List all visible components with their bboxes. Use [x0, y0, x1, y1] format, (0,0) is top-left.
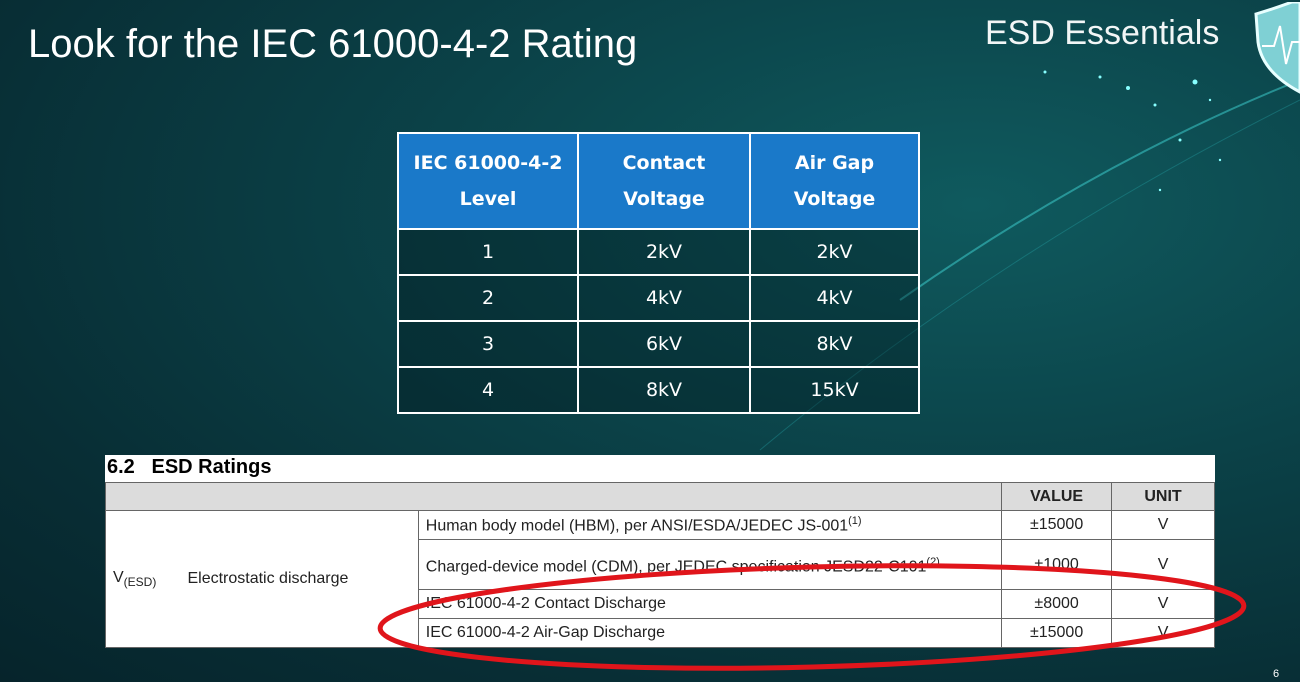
condition-cell: Charged-device model (CDM), per JEDEC sp…	[417, 539, 1003, 590]
table-header-row: VALUE UNIT	[104, 482, 1215, 511]
header-level: IEC 61000-4-2 Level	[397, 132, 579, 230]
level-cell: 4	[397, 366, 579, 414]
unit-cell: V	[1111, 589, 1215, 619]
header-unit: UNIT	[1111, 482, 1215, 511]
level-cell: 1	[397, 228, 579, 276]
shield-heartbeat-icon	[1254, 2, 1300, 94]
level-cell: 2	[397, 274, 579, 322]
value-cell: ±8000	[1001, 589, 1113, 619]
condition-cell: IEC 61000-4-2 Contact Discharge	[417, 589, 1003, 619]
contact-cell: 2kV	[577, 228, 751, 276]
symbol-cell: V(ESD)	[105, 510, 181, 648]
iec-levels-table: IEC 61000-4-2 Level Contact Voltage Air Ga…	[397, 132, 920, 414]
unit-cell: V	[1111, 510, 1215, 540]
table-row: 1 2kV 2kV	[397, 228, 920, 276]
contact-cell: 4kV	[577, 274, 751, 322]
esd-ratings-table: VALUE UNIT V(ESD) Electrostatic discharg…	[104, 482, 1215, 648]
table-row: 2 4kV 4kV	[397, 274, 920, 322]
unit-cell: V	[1111, 539, 1215, 590]
section-title: 6.2 ESD Ratings	[107, 456, 272, 478]
slide-title: Look for the IEC 61000-4-2 Rating	[28, 22, 638, 66]
unit-cell: V	[1111, 618, 1215, 648]
esd-ratings-excerpt: 6.2 ESD Ratings VALUE UNIT V(ESD) Electr…	[104, 455, 1215, 648]
condition-cell: IEC 61000-4-2 Air-Gap Discharge	[417, 618, 1003, 648]
value-cell: ±15000	[1001, 510, 1113, 540]
header-blank	[104, 482, 1003, 511]
air-gap-cell: 8kV	[749, 320, 920, 368]
header-value: VALUE	[1001, 482, 1113, 511]
table-header-row: IEC 61000-4-2 Level Contact Voltage Air Ga…	[397, 132, 920, 230]
parameter-cell: Electrostatic discharge	[180, 510, 419, 648]
header-contact-voltage: Contact Voltage	[577, 132, 751, 230]
table-row: 4 8kV 15kV	[397, 366, 920, 414]
page-number: 6	[1273, 668, 1280, 680]
contact-cell: 8kV	[577, 366, 751, 414]
condition-cell: Human body model (HBM), per ANSI/ESDA/JE…	[417, 510, 1003, 540]
brand-name: ESD Essentials	[985, 14, 1220, 52]
header-air-gap-voltage: Air Gap Voltage	[749, 132, 920, 230]
table-row: V(ESD) Electrostatic discharge Human bod…	[105, 510, 1215, 648]
level-cell: 3	[397, 320, 579, 368]
air-gap-cell: 2kV	[749, 228, 920, 276]
value-cell: ±15000	[1001, 618, 1113, 648]
contact-cell: 6kV	[577, 320, 751, 368]
table-row: 3 6kV 8kV	[397, 320, 920, 368]
air-gap-cell: 4kV	[749, 274, 920, 322]
air-gap-cell: 15kV	[749, 366, 920, 414]
value-cell: ±1000	[1001, 539, 1113, 590]
